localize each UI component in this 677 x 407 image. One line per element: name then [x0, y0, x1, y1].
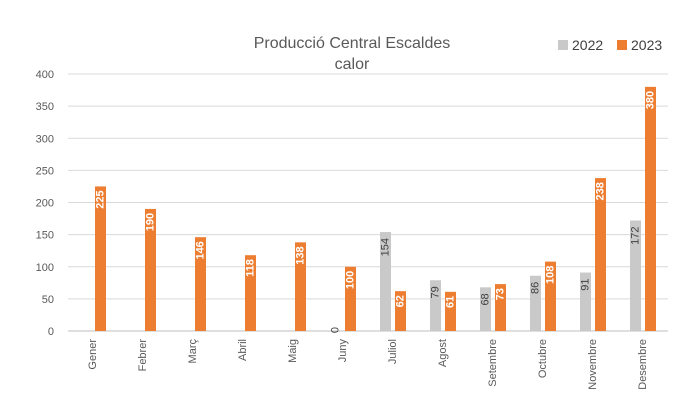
- legend-swatch-2022: [558, 40, 568, 50]
- bar-2023-Agost: [445, 291, 456, 331]
- data-label-2023-Juny: 100: [344, 271, 356, 289]
- bar-2022-Novembre: [580, 272, 591, 331]
- data-label-2022-Juny: 0: [329, 327, 341, 333]
- bar-2023-Setembre: [495, 284, 506, 331]
- y-tick-label: 300: [36, 133, 54, 145]
- bar-2022-Agost: [430, 280, 441, 331]
- x-tick-label: Octubre: [537, 339, 549, 378]
- data-label-2023-Febrer: 190: [144, 213, 156, 231]
- bar-2022-Setembre: [480, 287, 491, 331]
- y-tick-label: 50: [42, 294, 54, 306]
- chart-title: Producció Central Escaldes calor: [254, 35, 451, 73]
- legend-label-2022: 2022: [572, 37, 603, 53]
- x-tick-label: Juny: [337, 339, 349, 363]
- gridlines: [68, 73, 668, 332]
- chart-title-line-2: calor: [335, 56, 370, 73]
- bar-2023-Abril: [245, 255, 256, 331]
- data-label-2022-Novembre: 91: [579, 279, 591, 291]
- x-tick-label: Gener: [87, 339, 99, 370]
- bar-2023-Març: [195, 237, 206, 331]
- legend: 2022 2023: [558, 37, 662, 53]
- bar-2023-Febrer: [145, 208, 156, 331]
- data-label-2023-Abril: 118: [244, 259, 256, 277]
- bar-2023-Novembre: [595, 178, 606, 331]
- y-tick-label: 0: [48, 326, 54, 338]
- y-tick-label: 350: [36, 101, 54, 113]
- y-tick-label: 400: [36, 69, 54, 81]
- data-label-2023-Desembre: 380: [644, 91, 656, 109]
- data-label-2022-Setembre: 68: [479, 293, 491, 305]
- data-label-2023-Setembre: 73: [494, 288, 506, 300]
- bar-2023-Juny: [345, 266, 356, 331]
- x-tick-label: Març: [187, 339, 199, 364]
- x-tick-label: Maig: [287, 339, 299, 363]
- x-tick-label: Setembre: [487, 339, 499, 387]
- data-label-2022-Octubre: 86: [529, 282, 541, 294]
- data-label-2022-Juliol: 154: [379, 238, 391, 256]
- bar-2023-Juliol: [395, 291, 406, 331]
- data-label-2023-Maig: 138: [294, 246, 306, 264]
- data-label-2023-Novembre: 238: [594, 182, 606, 200]
- legend-swatch-2023: [617, 40, 627, 50]
- bar-2023-Octubre: [545, 261, 556, 331]
- data-label-2023-Agost: 61: [444, 296, 456, 308]
- chart-title-line-1: Producció Central Escaldes: [254, 35, 451, 52]
- data-label-2022-Desembre: 172: [629, 226, 641, 244]
- x-tick-label: Abril: [237, 339, 249, 361]
- bar-2023-Desembre: [645, 86, 656, 331]
- x-tick-label: Desembre: [637, 339, 649, 390]
- legend-label-2023: 2023: [631, 37, 662, 53]
- y-axis-ticks: 0 50 100 150 200 250 300 350 400: [36, 69, 54, 338]
- data-label-2022-Agost: 79: [429, 286, 441, 298]
- data-label-2023-Octubre: 108: [544, 266, 556, 284]
- x-tick-label: Juliol: [387, 339, 399, 364]
- data-label-2023-Gener: 225: [94, 190, 106, 208]
- y-tick-label: 250: [36, 165, 54, 177]
- data-label-2023-Juliol: 62: [394, 295, 406, 307]
- x-tick-label: Novembre: [587, 339, 599, 390]
- bar-2023-Maig: [295, 242, 306, 331]
- x-tick-label: Febrer: [137, 339, 149, 372]
- bars: [95, 86, 656, 331]
- bar-2023-Gener: [95, 186, 106, 331]
- x-tick-label: Agost: [437, 339, 449, 367]
- y-tick-label: 100: [36, 262, 54, 274]
- y-tick-label: 200: [36, 198, 54, 210]
- bar-2022-Desembre: [630, 220, 641, 331]
- y-tick-label: 150: [36, 230, 54, 242]
- bar-2022-Juliol: [380, 232, 391, 331]
- bar-2022-Octubre: [530, 275, 541, 331]
- x-axis-ticks: Gener Febrer Març Abril Maig Juny Juliol Agost S…: [87, 339, 649, 390]
- data-label-2023-Març: 146: [194, 241, 206, 259]
